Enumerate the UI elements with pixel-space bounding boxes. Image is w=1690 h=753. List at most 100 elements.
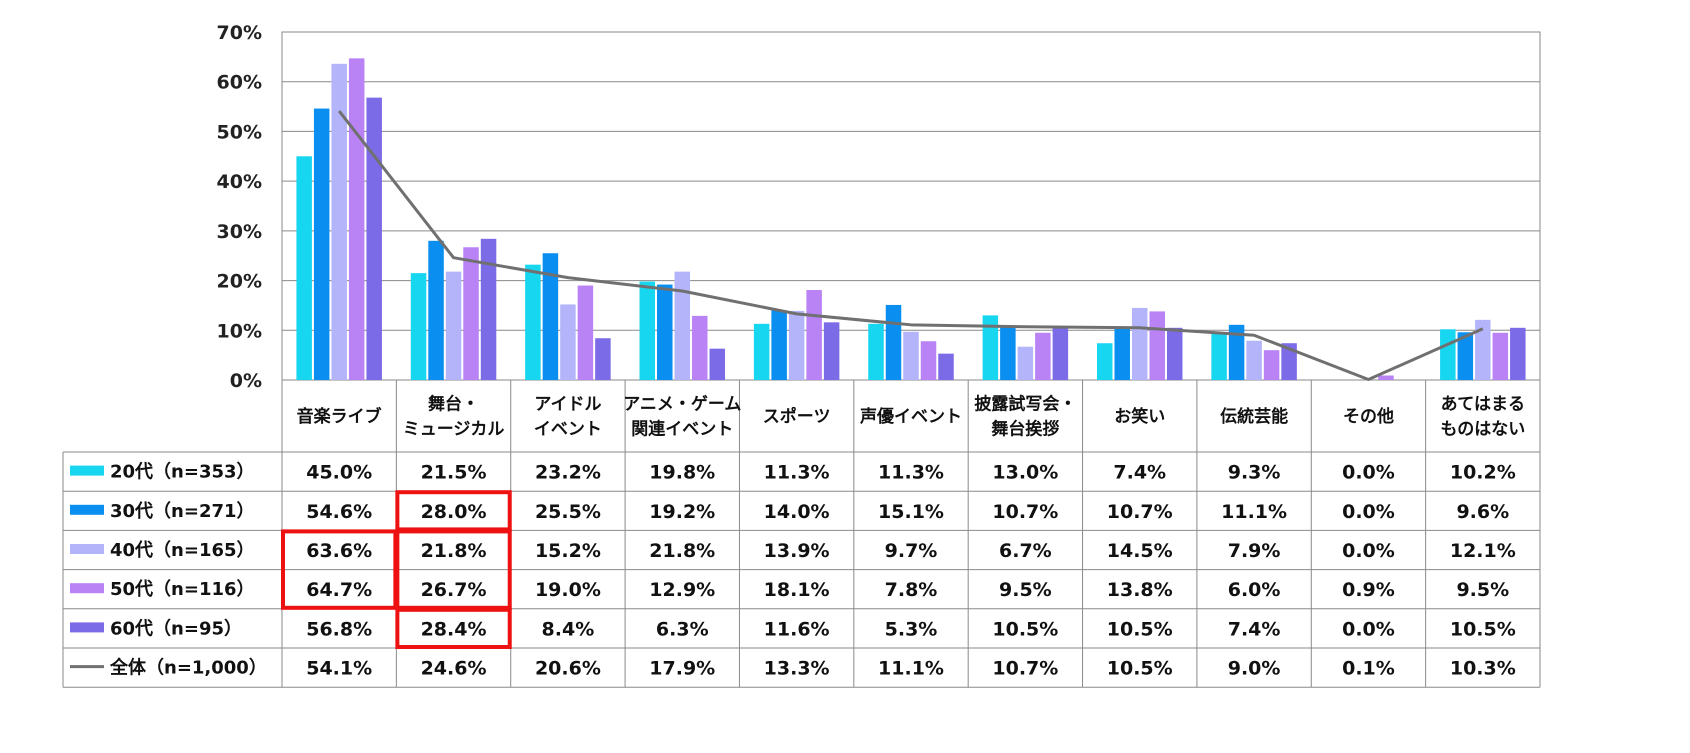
table-cell-value: 9.3%: [1228, 462, 1281, 484]
bar: [542, 253, 559, 380]
bar: [771, 310, 787, 380]
table-cell-value: 7.8%: [885, 579, 938, 601]
bar: [410, 273, 427, 380]
table-cell-value: 11.1%: [878, 658, 944, 680]
bar: [1263, 350, 1280, 380]
table-cell-value: 8.4%: [542, 618, 595, 640]
table-cell-value: 14.5%: [1107, 540, 1173, 562]
y-tick-label: 10%: [217, 320, 262, 342]
table-cell-value: 26.7%: [421, 579, 487, 601]
bar: [1378, 375, 1394, 380]
legend-swatch: [70, 465, 104, 476]
bars: [296, 58, 1526, 381]
table-cell-value: 63.6%: [306, 540, 372, 562]
legend-label: 20代（n=353）: [110, 462, 255, 483]
bar: [692, 315, 708, 380]
category-label: 音楽ライブ: [297, 406, 382, 427]
table-cell-value: 28.4%: [421, 618, 487, 640]
table-cell-value: 15.2%: [535, 540, 601, 562]
table-cell-value: 20.6%: [535, 658, 601, 680]
legend-label: 30代（n=271）: [110, 501, 255, 522]
y-tick-label: 50%: [217, 121, 262, 143]
y-tick-label: 40%: [217, 171, 262, 193]
legend-swatch: [70, 583, 104, 594]
bar: [938, 353, 954, 380]
table-cell-value: 12.1%: [1450, 540, 1516, 562]
bar: [868, 323, 884, 380]
y-tick-label: 70%: [217, 22, 262, 44]
legend-label: 60代（n=95）: [110, 618, 242, 639]
category-label: イベント: [534, 420, 602, 440]
table-cell-value: 11.1%: [1221, 501, 1287, 523]
bar: [595, 338, 611, 380]
bar: [806, 290, 822, 380]
table-cell-value: 9.7%: [885, 540, 938, 562]
table-cell-value: 0.0%: [1342, 618, 1395, 640]
table-cell-value: 13.0%: [992, 462, 1058, 484]
table-cell-value: 13.8%: [1107, 579, 1173, 601]
bar: [331, 63, 347, 381]
table-cell-value: 10.2%: [1450, 462, 1516, 484]
bar: [709, 348, 726, 380]
bar: [1052, 327, 1069, 380]
table-cell-value: 18.1%: [764, 579, 830, 601]
table-cell-value: 7.9%: [1228, 540, 1281, 562]
category-label: 舞台・: [428, 394, 479, 415]
category-label: あてはまる: [1441, 395, 1525, 415]
bar: [657, 284, 673, 380]
table-cell-value: 21.8%: [421, 540, 487, 562]
table-cell-value: 10.7%: [1107, 501, 1173, 523]
bar: [1166, 327, 1183, 380]
table-cell-value: 6.7%: [999, 540, 1052, 562]
bar: [296, 156, 312, 380]
bar: [1440, 329, 1456, 380]
bar: [1492, 332, 1509, 380]
bar: [639, 281, 656, 380]
highlight-box: [395, 607, 512, 649]
legend-label: 40代（n=165）: [110, 540, 255, 561]
bar: [445, 271, 462, 380]
table-cell-value: 9.0%: [1228, 658, 1281, 680]
table-cell-value: 17.9%: [649, 658, 715, 680]
table-cell-value: 10.5%: [992, 618, 1058, 640]
table-cell-value: 21.8%: [649, 540, 715, 562]
bar: [1096, 343, 1113, 380]
table-cell-value: 5.3%: [885, 618, 938, 640]
bar: [674, 271, 691, 380]
legend-swatch: [70, 504, 104, 515]
table-cell-value: 0.0%: [1342, 540, 1395, 562]
bar: [313, 108, 330, 380]
category-label: スポーツ: [763, 406, 831, 427]
bar: [1017, 346, 1034, 380]
bar: [1114, 326, 1130, 380]
highlight-box: [281, 529, 398, 610]
bar: [525, 264, 541, 380]
bar: [823, 322, 840, 380]
bar: [1228, 324, 1245, 380]
table-cell-value: 54.6%: [306, 501, 372, 523]
highlight-box: [395, 490, 512, 532]
bar: [753, 323, 770, 380]
table-cell-value: 45.0%: [306, 462, 372, 484]
table-cell-value: 0.0%: [1342, 501, 1395, 523]
bar: [577, 285, 594, 380]
bar: [788, 310, 805, 380]
table-cell-value: 10.3%: [1450, 658, 1516, 680]
bar: [480, 238, 497, 380]
category-label: その他: [1343, 406, 1394, 427]
y-axis-ticks: 0% 10% 20% 30% 40% 50% 60% 70%: [217, 22, 262, 392]
table-cell-value: 14.0%: [764, 501, 830, 523]
table-cell-value: 10.7%: [992, 658, 1058, 680]
bar: [428, 240, 444, 380]
y-tick-label: 0%: [230, 370, 262, 392]
table-cell-value: 9.5%: [999, 579, 1052, 601]
table-cell-value: 15.1%: [878, 501, 944, 523]
category-label: 関連イベント: [631, 419, 733, 440]
bar: [920, 341, 937, 380]
bar: [348, 58, 365, 380]
y-tick-label: 30%: [217, 221, 262, 243]
category-label: アイドル: [534, 395, 601, 415]
table-cell-value: 10.5%: [1107, 658, 1173, 680]
y-tick-label: 60%: [217, 72, 262, 94]
bar: [1149, 311, 1165, 380]
